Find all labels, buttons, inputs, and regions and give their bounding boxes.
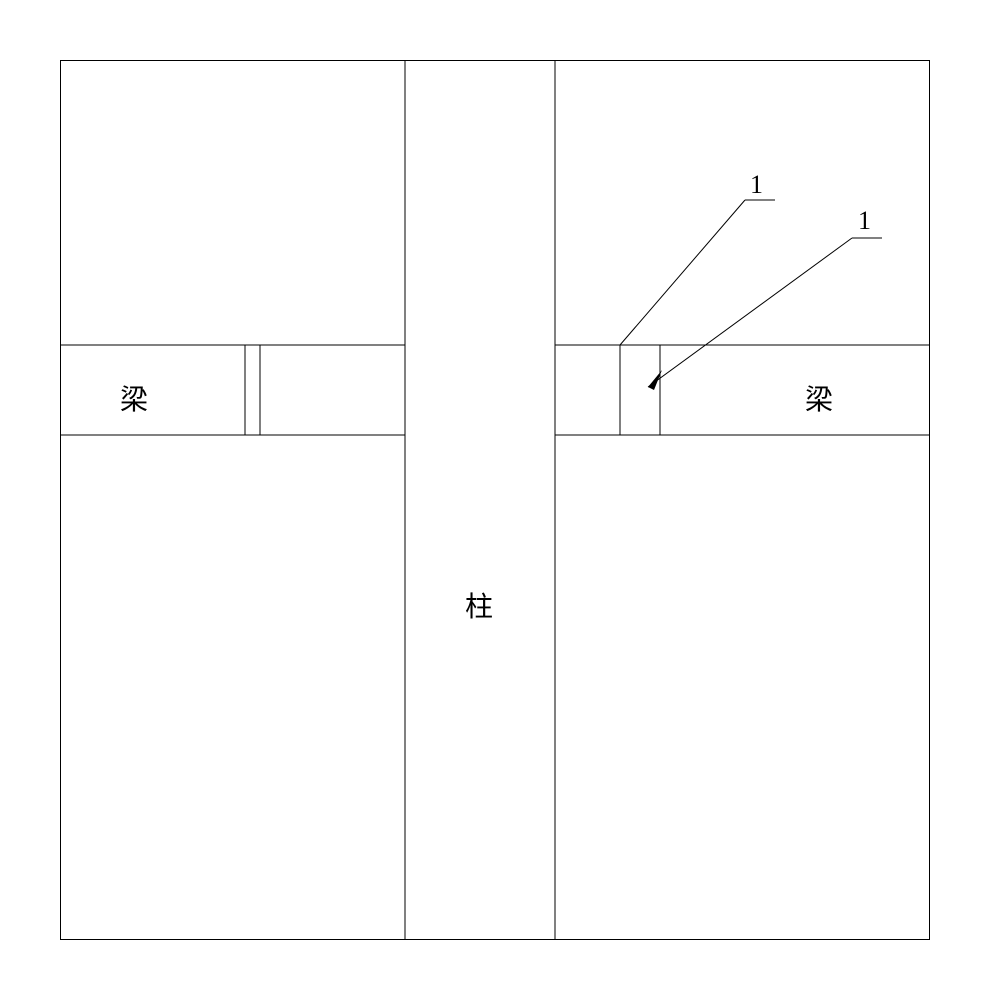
callout-1b: 1 — [858, 206, 871, 236]
beam-left-label: 梁 — [120, 378, 148, 418]
callout-1a: 1 — [750, 170, 763, 200]
beam-right-label: 梁 — [805, 378, 833, 418]
diagram-frame — [60, 60, 930, 940]
column-label: 柱 — [465, 585, 493, 625]
